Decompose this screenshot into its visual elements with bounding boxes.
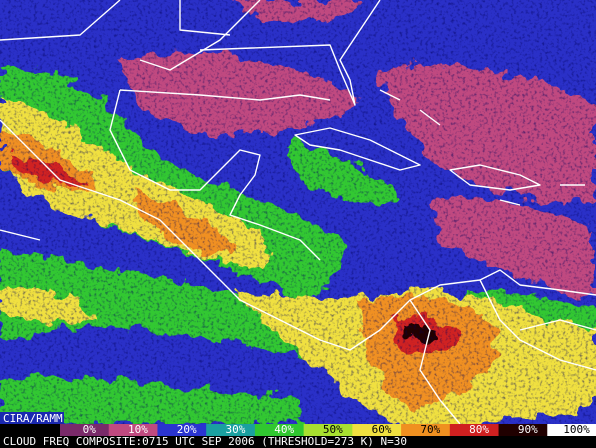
coastlines (0, 0, 596, 425)
legend-label: 70% (420, 423, 440, 436)
legend-label: 60% (372, 423, 392, 436)
caption: CLOUD FREQ COMPOSITE:0715 UTC SEP 2006 (… (3, 435, 407, 448)
legend-label: 30% (225, 423, 245, 436)
legend-swatch (108, 424, 158, 436)
legend-label: 20% (177, 423, 197, 436)
legend-label: 40% (274, 423, 294, 436)
legend-label: 80% (469, 423, 489, 436)
legend-label: 90% (518, 423, 538, 436)
legend-swatch (401, 424, 451, 436)
legend-label: 10% (128, 423, 148, 436)
texture (0, 0, 596, 424)
legend-swatch (449, 424, 500, 436)
legend-swatch (498, 424, 548, 436)
legend-label: 50% (323, 423, 343, 436)
credit: CIRA/RAMM (3, 412, 63, 425)
legend-swatch (303, 424, 353, 436)
legend-swatch (352, 424, 402, 436)
legend-swatch (157, 424, 207, 436)
legend-swatch (547, 424, 596, 436)
legend: 0% 10% 20% 30% 40% 50% 60% 70% 80% 90% 100% (0, 423, 596, 436)
legend-swatch (206, 424, 256, 436)
caption-bar (0, 436, 596, 448)
legend-swatch (254, 424, 305, 436)
legend-label: 100% (563, 423, 590, 436)
credit-box (0, 412, 64, 425)
legend-swatch (60, 424, 110, 436)
legend-label: 0% (83, 423, 97, 436)
